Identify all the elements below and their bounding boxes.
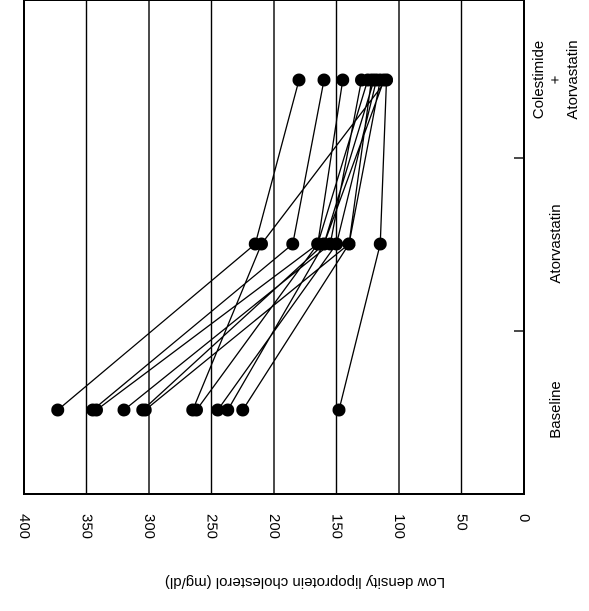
category-label: Atorvastatin [547,204,564,283]
category-label: Atorvastatin [564,40,581,119]
series-line-3 [96,79,344,411]
y-tick-label: 200 [266,514,283,539]
y-tick-label: 50 [454,514,471,531]
gridlines [85,0,463,494]
data-point [317,73,331,87]
data-point [373,237,387,251]
y-tick-label: 350 [79,514,96,539]
y-axis-label: Low density lipoprotein cholesterol (mg/… [165,574,445,591]
data-point [90,403,103,417]
data-point [211,403,225,417]
data-point [365,73,378,87]
data-point [380,73,393,87]
data-point [190,403,203,417]
category-ticks [514,157,524,332]
category-label: Baseline [547,381,564,439]
data-point [51,403,65,417]
category-labels: BaselineAtorvastatinAtorvastatin+Colesti… [530,40,581,438]
data-point [221,403,235,417]
data-point [117,403,131,417]
y-tick-label: 150 [329,514,346,539]
data-point [330,237,343,251]
data-point [286,237,300,251]
data-point [138,403,152,417]
category-label: Colestimide [530,41,547,119]
data-point [236,403,250,417]
data-point [292,73,306,87]
y-tick-label: 300 [141,514,158,539]
y-tick-label: 0 [516,514,533,522]
y-tick-label: 400 [16,514,33,539]
y-tick-label: 100 [391,514,408,539]
data-point [317,237,331,251]
y-tick-label: 250 [204,514,221,539]
data-point [255,237,268,251]
category-label: + [547,75,564,84]
y-axis-ticks: 0 50 100 150 200 250 300 350 400 [16,514,533,539]
data-point [336,73,350,87]
data-point [332,403,346,417]
plot-frame [23,0,525,495]
data-points [51,73,393,417]
data-point [342,237,356,251]
